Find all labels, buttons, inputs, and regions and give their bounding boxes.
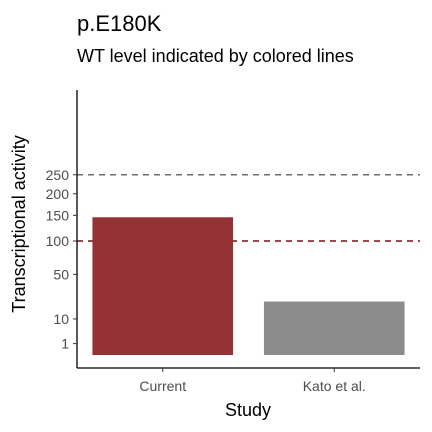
y-tick-label-10: 10: [53, 311, 69, 327]
chart-subtitle: WT level indicated by colored lines: [77, 46, 354, 66]
x-tick-label-current: Current: [139, 378, 186, 394]
y-tick-label-250: 250: [46, 167, 70, 183]
bars: [92, 217, 405, 355]
chart-title: p.E180K: [77, 11, 162, 36]
y-axis-title: Transcriptional activity: [9, 135, 29, 312]
x-tick-label-kato-et-al: Kato et al.: [303, 378, 366, 394]
x-axis: Current Kato et al.: [77, 367, 420, 394]
bar-kato-et-al: [263, 301, 405, 355]
y-axis: 1 10 50 100 150 200 250: [46, 90, 78, 368]
y-tick-label-50: 50: [53, 266, 69, 282]
y-tick-label-150: 150: [46, 207, 70, 223]
y-tick-label-200: 200: [46, 186, 70, 202]
y-tick-label-100: 100: [46, 233, 70, 249]
x-axis-title: Study: [225, 400, 271, 420]
y-tick-label-1: 1: [61, 336, 69, 352]
bar-current: [92, 217, 234, 355]
